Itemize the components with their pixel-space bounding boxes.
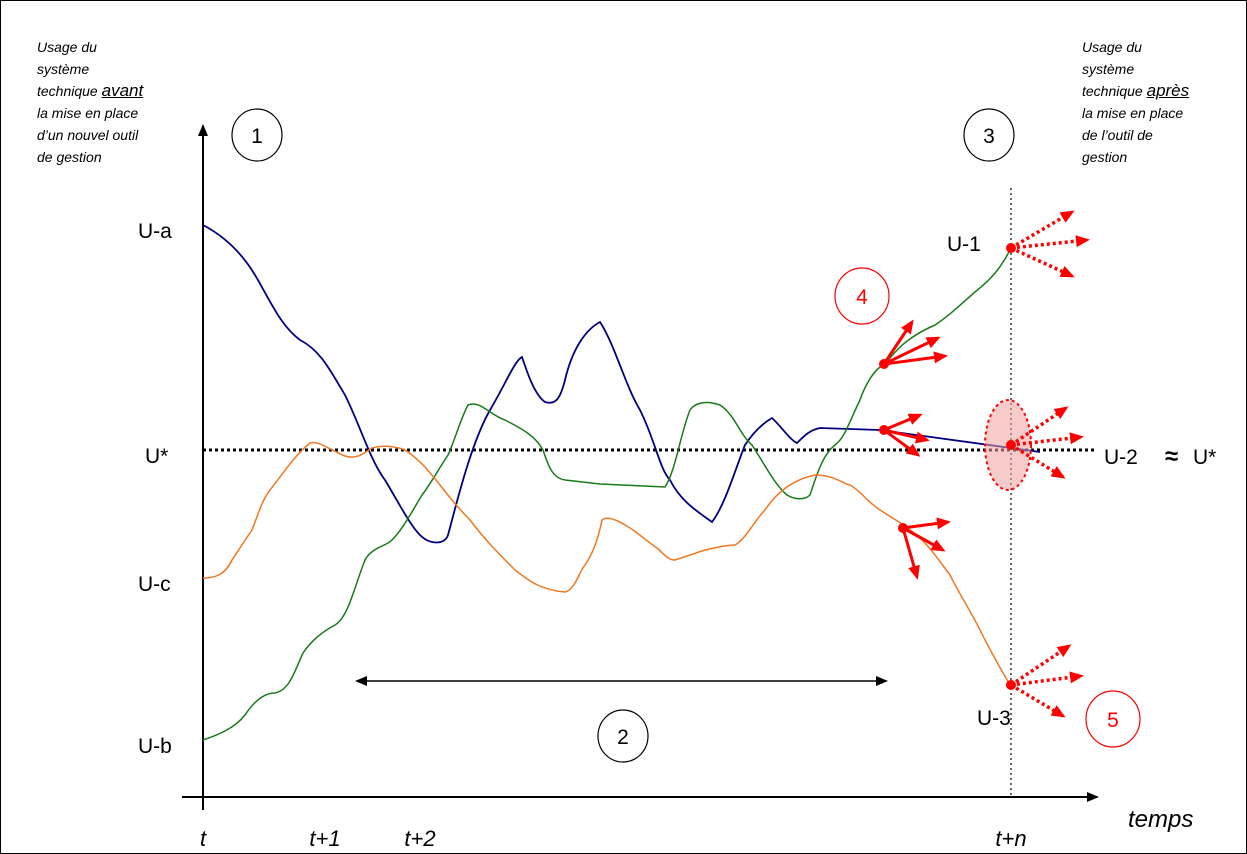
step-4-circle <box>834 267 890 325</box>
red-arrows-blue-solid <box>883 413 930 457</box>
note-after-text: technique <box>1082 83 1147 99</box>
u1-dot <box>1006 243 1016 253</box>
note-before: Usage du système technique avant la mise… <box>37 36 202 168</box>
note-after-emphasis: après <box>1146 81 1190 100</box>
u3-dot <box>1006 680 1016 690</box>
x-label-t2: t+2 <box>404 826 435 851</box>
note-after-line: la mise en place <box>1082 105 1184 121</box>
step-4-label: 4 <box>856 286 868 309</box>
step-3-label: 3 <box>983 125 995 148</box>
end-label-approx: ≈ <box>1165 443 1178 470</box>
y-label-uc: U-c <box>138 573 171 596</box>
orange-branch-dot <box>898 523 908 533</box>
red-arrows-u3-dotted <box>1010 644 1084 718</box>
red-arrows-orange-solid <box>901 517 951 580</box>
blue-branch-dot <box>879 425 889 435</box>
step-2-label: 2 <box>617 726 629 749</box>
note-before-text: technique <box>37 83 102 99</box>
step-5-circle <box>1085 690 1141 748</box>
note-after: Usage du système technique après la mise… <box>1082 36 1242 168</box>
red-arrows-u2-dotted <box>1010 406 1084 479</box>
x-axis-title: temps <box>1128 806 1193 833</box>
end-label-u3: U-3 <box>977 707 1011 730</box>
x-label-tn: t+n <box>995 826 1026 851</box>
note-after-line: Usage du <box>1082 39 1142 55</box>
y-label-ub: U-b <box>138 735 172 758</box>
note-after-line: de l’outil de <box>1082 127 1153 143</box>
step-5-label: 5 <box>1107 709 1119 732</box>
x-label-t1: t+1 <box>309 826 340 851</box>
note-after-line: technique après <box>1082 80 1242 102</box>
u2-dot <box>1006 440 1016 450</box>
y-label-ua: U-a <box>138 220 172 243</box>
end-label-u1: U-1 <box>947 233 981 256</box>
note-before-line: système <box>37 61 90 77</box>
note-after-line: système <box>1082 61 1135 77</box>
y-label-ustar: U* <box>145 445 168 468</box>
note-before-emphasis: avant <box>101 81 144 100</box>
step-3-circle <box>963 108 1015 162</box>
red-arrows-u1-dotted <box>1010 210 1090 278</box>
green-branch-dot <box>879 359 889 369</box>
note-before-line: la mise en place <box>37 105 139 121</box>
curve-orange <box>202 441 1011 686</box>
step-1-circle <box>231 108 283 162</box>
note-before-line: d’un nouvel outil <box>37 127 139 143</box>
curve-blue <box>202 224 1041 544</box>
end-label-ustar: U* <box>1193 446 1216 469</box>
x-label-t: t <box>200 826 207 851</box>
step-1-label: 1 <box>251 125 263 148</box>
curve-green <box>202 247 1012 741</box>
note-before-line: technique avant <box>37 80 202 102</box>
end-label-u2: U-2 <box>1104 446 1138 469</box>
note-before-line: de gestion <box>37 149 102 165</box>
note-after-line: gestion <box>1082 149 1128 165</box>
note-before-line: Usage du <box>37 39 97 55</box>
red-arrows-green-solid <box>882 319 948 366</box>
step-2-circle <box>597 709 649 763</box>
